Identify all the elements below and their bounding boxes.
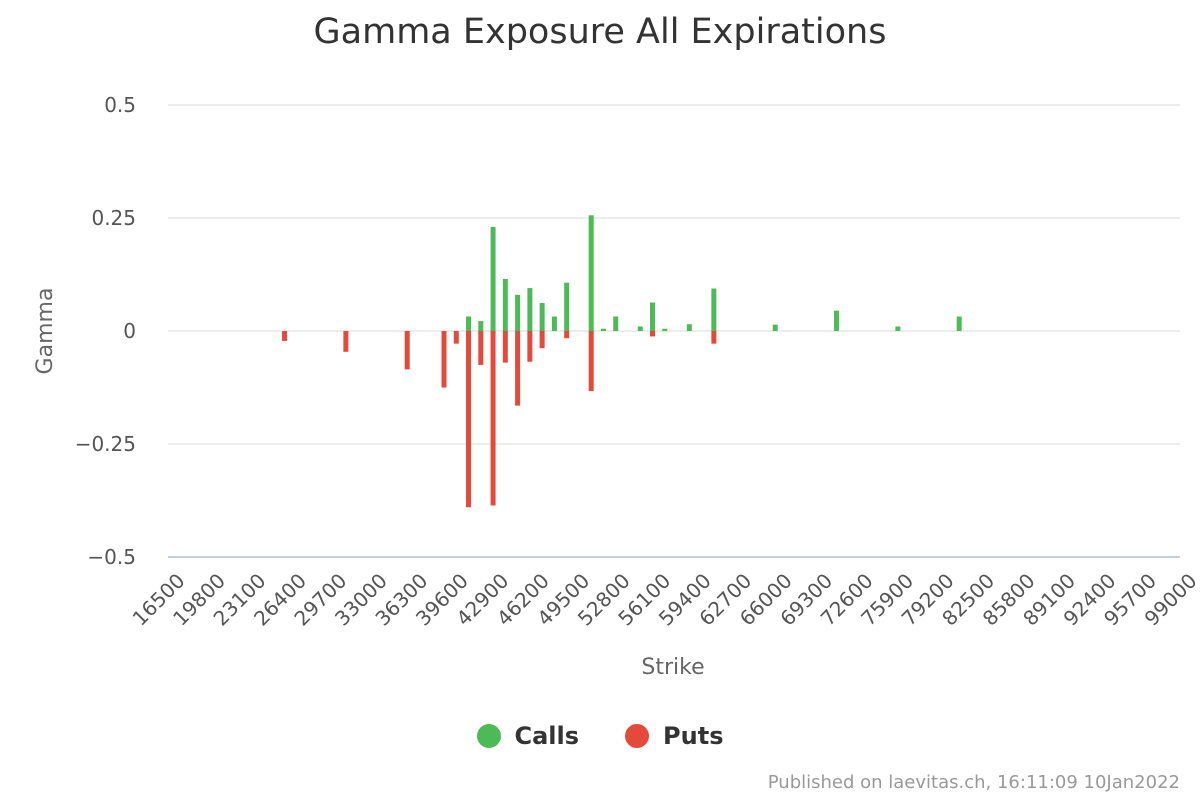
bar-calls[interactable] [650,302,656,331]
bar-puts[interactable] [527,331,533,362]
bar-puts[interactable] [282,331,288,341]
bar-calls[interactable] [551,316,557,331]
chart-title: Gamma Exposure All Expirations [313,12,887,52]
bar-calls[interactable] [834,310,840,331]
legend-puts-marker [625,724,650,748]
bar-calls[interactable] [527,288,533,331]
bar-calls[interactable] [956,316,962,331]
x-axis-ticks: 1650019800231002640029700330003630039600… [128,569,1200,631]
bar-puts[interactable] [515,331,521,406]
bar-puts[interactable] [490,331,496,506]
y-tick-label: −0.25 [75,432,136,456]
y-tick-label: 0.5 [104,93,136,117]
bar-puts[interactable] [466,331,472,508]
bar-calls[interactable] [637,326,643,331]
bar-puts[interactable] [478,331,484,365]
x-axis-title: Strike [641,655,704,680]
bar-calls[interactable] [711,288,717,331]
bar-calls[interactable] [662,328,668,331]
legend-calls-label: Calls [514,722,580,750]
bar-calls[interactable] [588,215,594,331]
bar-calls[interactable] [539,302,545,331]
bar-puts[interactable] [711,331,717,344]
bar-calls[interactable] [772,324,778,331]
legend-puts-label: Puts [663,722,724,750]
bar-puts[interactable] [650,331,656,337]
bar-puts[interactable] [502,331,508,363]
bar-puts[interactable] [564,331,570,339]
bar-calls[interactable] [686,324,692,331]
bar-calls[interactable] [564,282,570,331]
bar-calls[interactable] [478,321,484,331]
legend-item-puts[interactable]: Puts [625,722,723,750]
bar-calls[interactable] [515,294,521,331]
credits-text[interactable]: Published on laevitas.ch, 16:11:09 10Jan… [767,772,1180,793]
y-tick-label: 0 [123,319,136,343]
bar-puts[interactable] [404,331,410,370]
bar-calls[interactable] [502,279,508,331]
bar-calls[interactable] [600,328,606,331]
bar-puts[interactable] [343,331,349,352]
legend-calls-marker [476,724,501,748]
bar-puts[interactable] [539,331,545,349]
bars-layer [282,215,962,508]
bar-calls[interactable] [466,316,472,331]
bar-calls[interactable] [895,326,901,331]
bar-calls[interactable] [613,316,619,331]
bar-calls[interactable] [490,227,496,331]
legend-item-calls[interactable]: Calls [476,722,580,750]
bar-puts[interactable] [588,331,594,392]
y-tick-label: 0.25 [91,206,136,230]
y-axis-ticks: 0.5 0.25 0 −0.25 −0.5 [75,93,136,569]
legend: Calls Puts [0,722,1200,750]
y-tick-label: −0.5 [87,545,136,569]
bar-puts[interactable] [453,331,459,344]
grid-lines [168,104,1180,558]
bar-puts[interactable] [441,331,447,388]
y-axis-title: Gamma [33,288,58,375]
